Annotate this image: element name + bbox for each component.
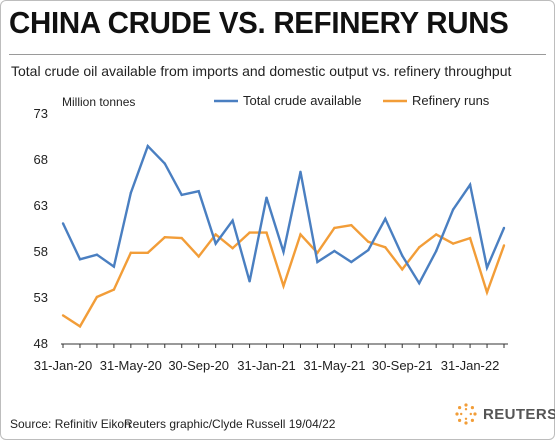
data-point: [146, 251, 150, 255]
y-tick-label: 68: [34, 152, 48, 167]
data-point: [129, 251, 133, 255]
data-point: [417, 246, 421, 249]
series-line: [62, 223, 506, 329]
data-point: [197, 255, 200, 258]
legend-label: Total crude available: [243, 93, 362, 108]
data-point: [146, 144, 150, 148]
data-point: [197, 190, 200, 193]
x-tick-label: 31-May-20: [100, 358, 162, 373]
data-point: [282, 250, 285, 254]
data-point: [214, 242, 217, 245]
x-tick-label: 30-Sep-21: [372, 358, 433, 373]
y-tick-label: 48: [34, 336, 48, 351]
data-point: [350, 260, 353, 264]
title-divider: [9, 54, 546, 55]
chart-title: CHINA CRUDE VS. REFINERY RUNS: [9, 5, 509, 40]
reuters-logo-icon: [455, 403, 477, 425]
data-point: [350, 224, 353, 227]
chart-subtitle: Total crude oil available from imports a…: [11, 63, 512, 79]
data-point: [248, 231, 251, 234]
data-point: [282, 284, 285, 288]
y-tick-label: 63: [34, 198, 48, 213]
data-point: [299, 233, 302, 236]
data-point: [231, 247, 234, 250]
data-point: [401, 268, 404, 271]
data-point: [502, 244, 506, 247]
x-tick-label: 31-Jan-21: [237, 358, 296, 373]
y-tick-label: 58: [34, 244, 48, 259]
data-point: [265, 231, 268, 234]
data-point: [112, 288, 116, 291]
data-point: [502, 226, 506, 230]
credit-note: Reuters graphic/Clyde Russell 19/04/22: [124, 417, 336, 431]
data-point: [367, 248, 370, 252]
data-point: [451, 208, 455, 211]
data-point: [231, 219, 234, 222]
data-point: [333, 249, 336, 253]
data-point: [78, 325, 82, 328]
data-point: [163, 236, 166, 239]
data-point: [61, 314, 65, 317]
data-point: [367, 240, 370, 243]
data-point: [265, 196, 268, 199]
y-axis-label: Million tonnes: [62, 95, 135, 109]
data-point: [180, 236, 183, 240]
data-point: [95, 253, 99, 256]
legend: Total crude available Refinery runs: [214, 93, 490, 108]
data-point: [384, 217, 387, 220]
x-axis-ticks: 31-Jan-20 31-May-20 30-Sep-20 31-Jan-21 31-M…: [34, 344, 505, 373]
data-point: [384, 246, 387, 249]
x-tick-label: 30-Sep-20: [168, 358, 229, 373]
data-point: [95, 295, 99, 299]
data-point: [316, 260, 319, 264]
data-point: [333, 226, 336, 230]
y-tick-label: 53: [34, 290, 48, 305]
series-lines: [61, 143, 506, 329]
x-tick-label: 31-Jan-20: [34, 358, 93, 373]
data-point: [129, 191, 133, 195]
source-note: Source: Refinitiv Eikon: [10, 417, 131, 431]
data-point: [417, 282, 421, 285]
data-point: [214, 233, 217, 236]
data-point: [180, 193, 183, 197]
data-point: [112, 265, 116, 268]
legend-label: Refinery runs: [412, 93, 490, 108]
data-point: [61, 222, 65, 225]
data-point: [485, 266, 489, 269]
data-point: [468, 183, 472, 186]
data-point: [401, 254, 404, 257]
series-line: [61, 143, 506, 286]
y-axis-ticks: 48 53 58 63 68 73: [34, 106, 48, 351]
reuters-logo-text: REUTERS: [483, 405, 555, 423]
reuters-logo: REUTERS: [454, 402, 555, 426]
data-point: [78, 258, 82, 261]
data-point: [434, 233, 438, 236]
data-point: [299, 170, 302, 174]
data-point: [468, 236, 472, 240]
y-tick-label: 73: [34, 106, 48, 121]
x-tick-label: 31-May-21: [303, 358, 365, 373]
data-point: [163, 162, 166, 165]
data-point: [485, 291, 489, 294]
data-point: [434, 249, 438, 253]
data-point: [248, 280, 251, 283]
data-point: [451, 242, 455, 245]
x-tick-label: 31-Jan-22: [441, 358, 500, 373]
